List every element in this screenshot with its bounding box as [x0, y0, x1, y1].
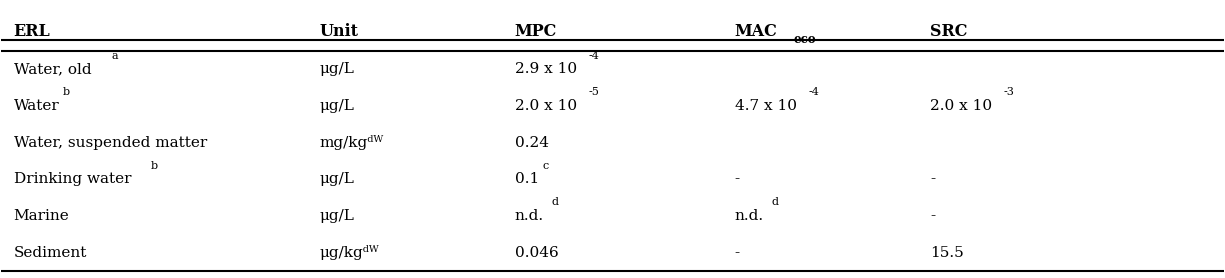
Text: Water, old: Water, old [13, 62, 91, 76]
Text: c: c [543, 161, 549, 171]
Text: 4.7 x 10: 4.7 x 10 [735, 99, 796, 113]
Text: d: d [551, 197, 559, 207]
Text: μg/L: μg/L [320, 62, 354, 76]
Text: 0.1: 0.1 [514, 172, 539, 186]
Text: MPC: MPC [514, 23, 557, 40]
Text: 0.24: 0.24 [514, 136, 549, 150]
Text: SRC: SRC [930, 23, 968, 40]
Text: -4: -4 [588, 51, 599, 61]
Text: μg/L: μg/L [320, 172, 354, 186]
Text: Unit: Unit [320, 23, 358, 40]
Text: d: d [772, 197, 778, 207]
Text: eco: eco [794, 33, 816, 46]
Text: b: b [62, 87, 70, 97]
Text: Marine: Marine [13, 209, 70, 223]
Text: ERL: ERL [13, 23, 50, 40]
Text: -4: -4 [808, 87, 820, 97]
Text: n.d.: n.d. [735, 209, 764, 223]
Text: -5: -5 [588, 87, 599, 97]
Text: n.d.: n.d. [514, 209, 544, 223]
Text: 2.0 x 10: 2.0 x 10 [930, 99, 992, 113]
Text: 2.9 x 10: 2.9 x 10 [514, 62, 577, 76]
Text: μg/L: μg/L [320, 209, 354, 223]
Text: a: a [111, 51, 118, 61]
Text: Water: Water [13, 99, 59, 113]
Text: -: - [735, 246, 740, 260]
Text: 2.0 x 10: 2.0 x 10 [514, 99, 577, 113]
Text: μg/L: μg/L [320, 99, 354, 113]
Text: -: - [930, 209, 936, 223]
Text: μg/kgᵈᵂ: μg/kgᵈᵂ [320, 245, 379, 260]
Text: -3: -3 [1003, 87, 1014, 97]
Text: Water, suspended matter: Water, suspended matter [13, 136, 207, 150]
Text: -: - [930, 172, 936, 186]
Text: 15.5: 15.5 [930, 246, 964, 260]
Text: b: b [151, 161, 158, 171]
Text: -: - [735, 172, 740, 186]
Text: Sediment: Sediment [13, 246, 87, 260]
Text: MAC: MAC [735, 23, 778, 40]
Text: 0.046: 0.046 [514, 246, 559, 260]
Text: mg/kgᵈᵂ: mg/kgᵈᵂ [320, 135, 383, 150]
Text: Drinking water: Drinking water [13, 172, 131, 186]
